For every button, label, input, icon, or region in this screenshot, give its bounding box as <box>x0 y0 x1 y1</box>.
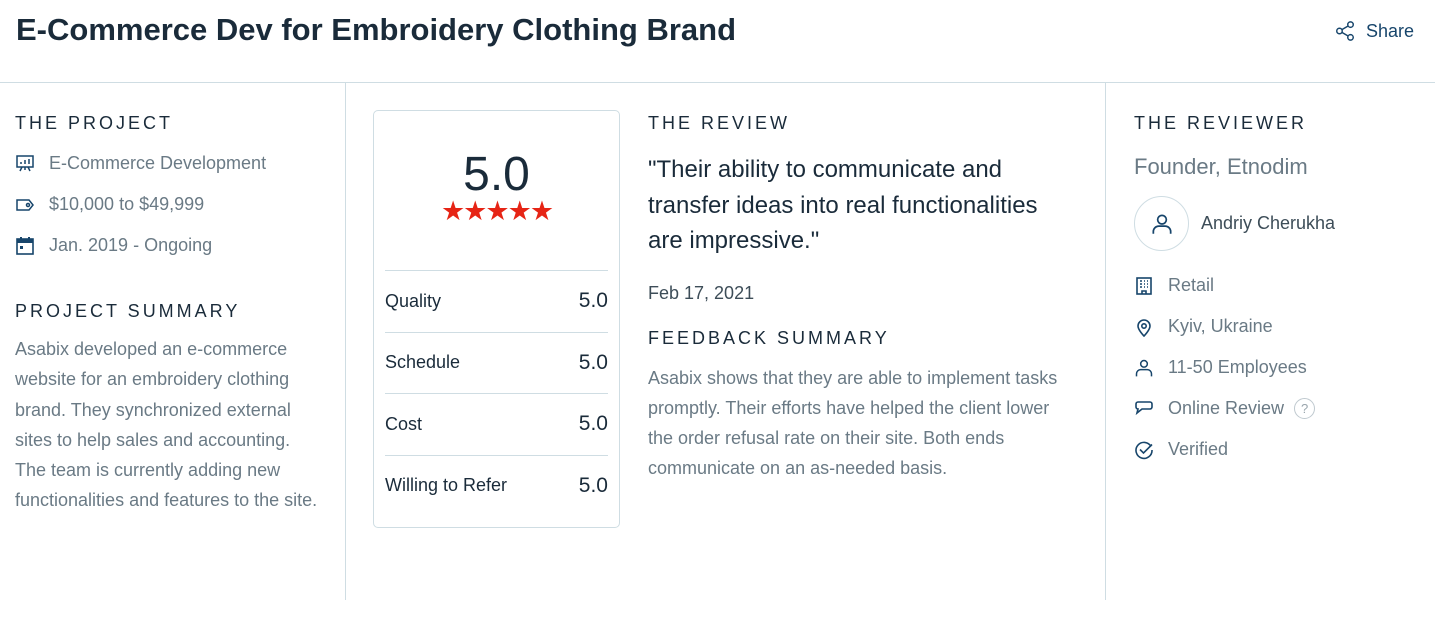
feedback-summary: Asabix shows that they are able to imple… <box>648 367 1058 479</box>
calendar-icon <box>16 236 34 255</box>
rating-row-cost: Cost 5.0 <box>385 393 608 455</box>
project-summary-heading: PROJECT SUMMARY <box>15 301 241 321</box>
share-label: Share <box>1365 20 1414 41</box>
reviewer-company-size: 11-50 Employees <box>1134 347 1424 388</box>
share-icon <box>1335 21 1354 41</box>
price-tag-icon <box>16 198 34 211</box>
presentation-chart-icon <box>16 154 34 171</box>
star-rating: ★★★★★ <box>374 196 619 227</box>
person-icon <box>1151 213 1172 234</box>
star-icon: ★ <box>485 196 509 226</box>
project-service: E-Commerce Development <box>15 143 325 184</box>
column-divider <box>345 83 346 600</box>
project-heading: THE PROJECT <box>15 113 174 133</box>
reviewer-review-type: Online Review ? <box>1134 388 1424 429</box>
person-icon <box>1135 359 1153 376</box>
building-icon <box>1136 276 1152 295</box>
rating-row-refer: Willing to Refer 5.0 <box>385 454 608 517</box>
project-summary: Asabix developed an e-commerce website f… <box>15 339 318 511</box>
review-section: THE REVIEW "Their ability to communicate… <box>648 113 1078 484</box>
reviewer-location: Kyiv, Ukraine <box>1134 306 1424 347</box>
page-header: E-Commerce Dev for Embroidery Clothing B… <box>0 0 1435 83</box>
reviewer-verified: Verified <box>1134 429 1424 470</box>
review-date: Feb 17, 2021 <box>648 282 755 303</box>
reviewer-role: Founder, Etnodim <box>1134 154 1308 179</box>
rating-row-quality: Quality 5.0 <box>385 270 608 332</box>
location-pin-icon <box>1137 318 1151 337</box>
share-button[interactable]: Share <box>1334 20 1414 42</box>
star-icon: ★ <box>463 196 487 226</box>
reviewer-section: THE REVIEWER Founder, Etnodim Andriy Che… <box>1134 113 1424 470</box>
project-section: THE PROJECT E-Commerce Development $10,0… <box>15 113 325 516</box>
star-icon: ★ <box>507 196 532 226</box>
rating-row-schedule: Schedule 5.0 <box>385 331 608 394</box>
star-icon: ★ <box>440 196 465 226</box>
reviewer-name: Andriy Cherukha <box>1201 213 1336 233</box>
rating-card: 5.0 ★★★★★ Quality 5.0 Schedule 5.0 Cost 5.0… <box>373 110 620 528</box>
overall-score: 5.0 <box>463 148 530 201</box>
reviewer-industry: Retail <box>1134 265 1424 306</box>
avatar <box>1134 196 1189 251</box>
help-icon[interactable]: ? <box>1294 398 1316 419</box>
page-title: E-Commerce Dev for Embroidery Clothing B… <box>16 12 737 47</box>
star-icon: ★ <box>529 196 554 226</box>
feedback-heading: FEEDBACK SUMMARY <box>648 327 890 348</box>
project-dates: Jan. 2019 - Ongoing <box>15 225 325 266</box>
check-circle-icon <box>1135 441 1153 459</box>
column-divider <box>1105 83 1106 600</box>
review-quote: "Their ability to communicate and transf… <box>648 156 1038 254</box>
reviewer-heading: THE REVIEWER <box>1134 113 1308 133</box>
project-budget: $10,000 to $49,999 <box>15 184 325 225</box>
review-heading: THE REVIEW <box>648 113 791 133</box>
speech-bubble-icon <box>1135 400 1153 415</box>
